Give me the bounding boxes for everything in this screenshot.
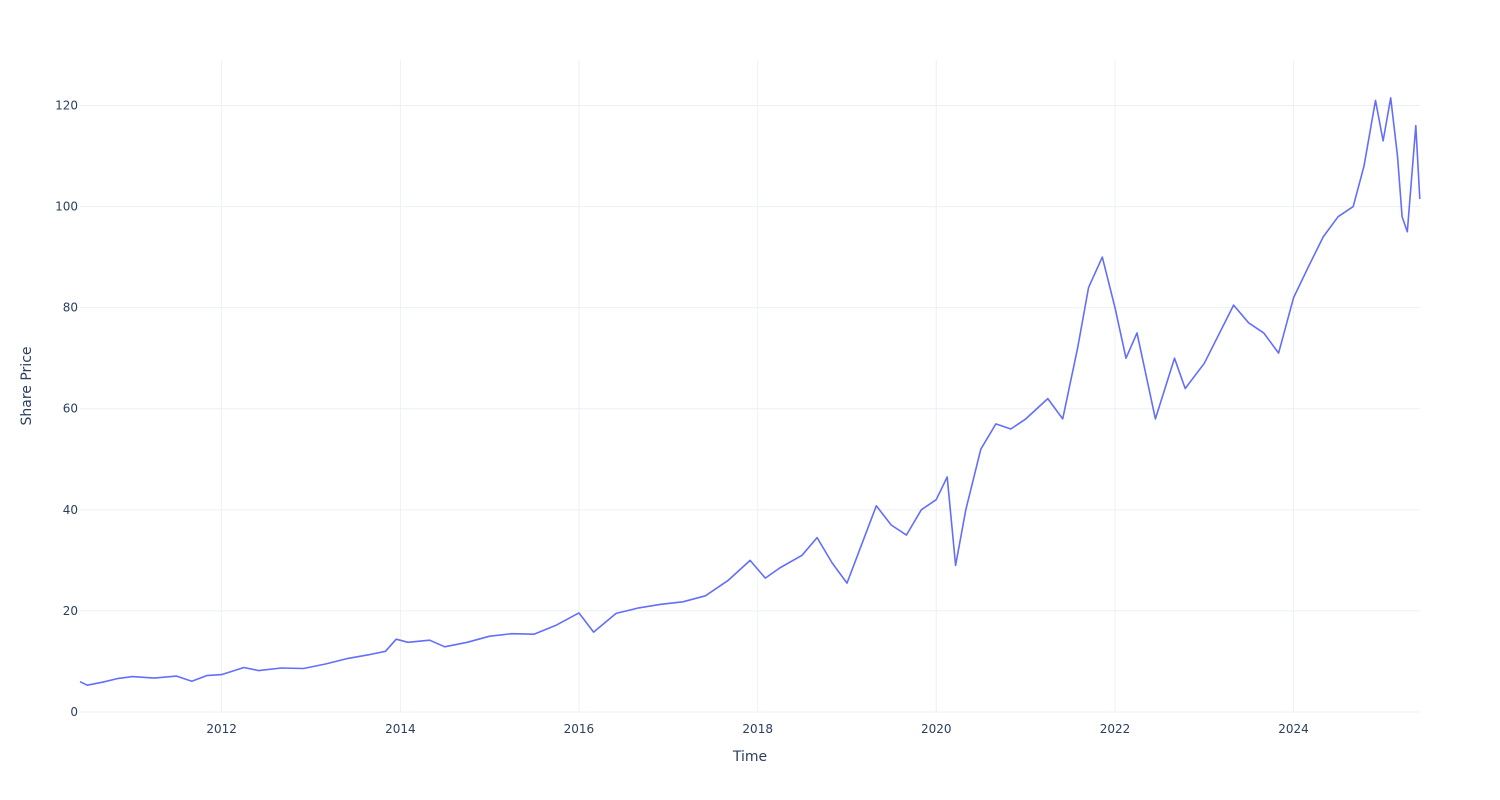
y-tick-label: 40	[63, 503, 78, 517]
y-gridlines	[80, 104, 1420, 612]
y-tick-label: 120	[55, 98, 78, 112]
y-tick-label: 80	[63, 301, 78, 315]
x-tick-label: 2018	[742, 722, 773, 736]
series-line	[79, 97, 1421, 686]
y-tick-label: 0	[70, 705, 78, 719]
x-tick-label: 2020	[921, 722, 952, 736]
x-tick-labels: 2012 2014 2016 2018 2020 2022 2024	[206, 722, 1308, 736]
x-tick-label: 2014	[385, 722, 416, 736]
x-tick-label: 2022	[1100, 722, 1131, 736]
y-tick-labels: 0 20 40 60 80 100 120	[55, 98, 78, 719]
y-tick-label: 20	[63, 604, 78, 618]
y-tick-label: 100	[55, 200, 78, 214]
x-tick-label: 2024	[1278, 722, 1309, 736]
x-tick-label: 2016	[564, 722, 595, 736]
y-axis-title: Share Price	[19, 346, 35, 425]
y-tick-label: 60	[63, 402, 78, 416]
x-gridlines	[221, 60, 1295, 712]
plot-background	[80, 60, 1420, 712]
x-tick-label: 2012	[206, 722, 237, 736]
x-axis-title: Time	[732, 749, 767, 765]
